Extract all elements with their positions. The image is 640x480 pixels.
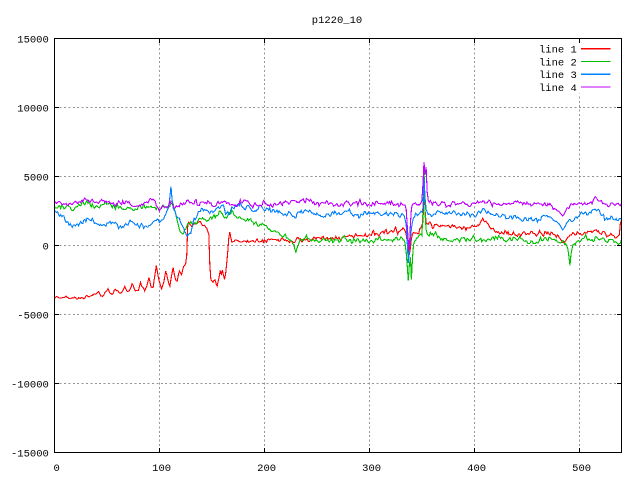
svg-text:line 4: line 4 [539,83,577,95]
svg-text:100: 100 [152,463,171,475]
svg-text:0: 0 [53,463,59,475]
svg-text:line 2: line 2 [539,57,577,69]
svg-text:line 3: line 3 [539,70,577,82]
svg-text:-5000: -5000 [17,311,49,323]
svg-text:0: 0 [42,242,48,254]
svg-text:400: 400 [467,463,486,475]
svg-text:-15000: -15000 [11,449,49,461]
svg-text:-10000: -10000 [11,380,49,392]
svg-text:500: 500 [572,463,591,475]
svg-text:5000: 5000 [24,173,49,185]
svg-text:10000: 10000 [17,104,49,116]
svg-text:300: 300 [362,463,381,475]
svg-text:p1220_10: p1220_10 [312,15,362,27]
svg-text:200: 200 [257,463,276,475]
svg-text:line 1: line 1 [539,45,577,57]
svg-text:15000: 15000 [17,35,49,47]
